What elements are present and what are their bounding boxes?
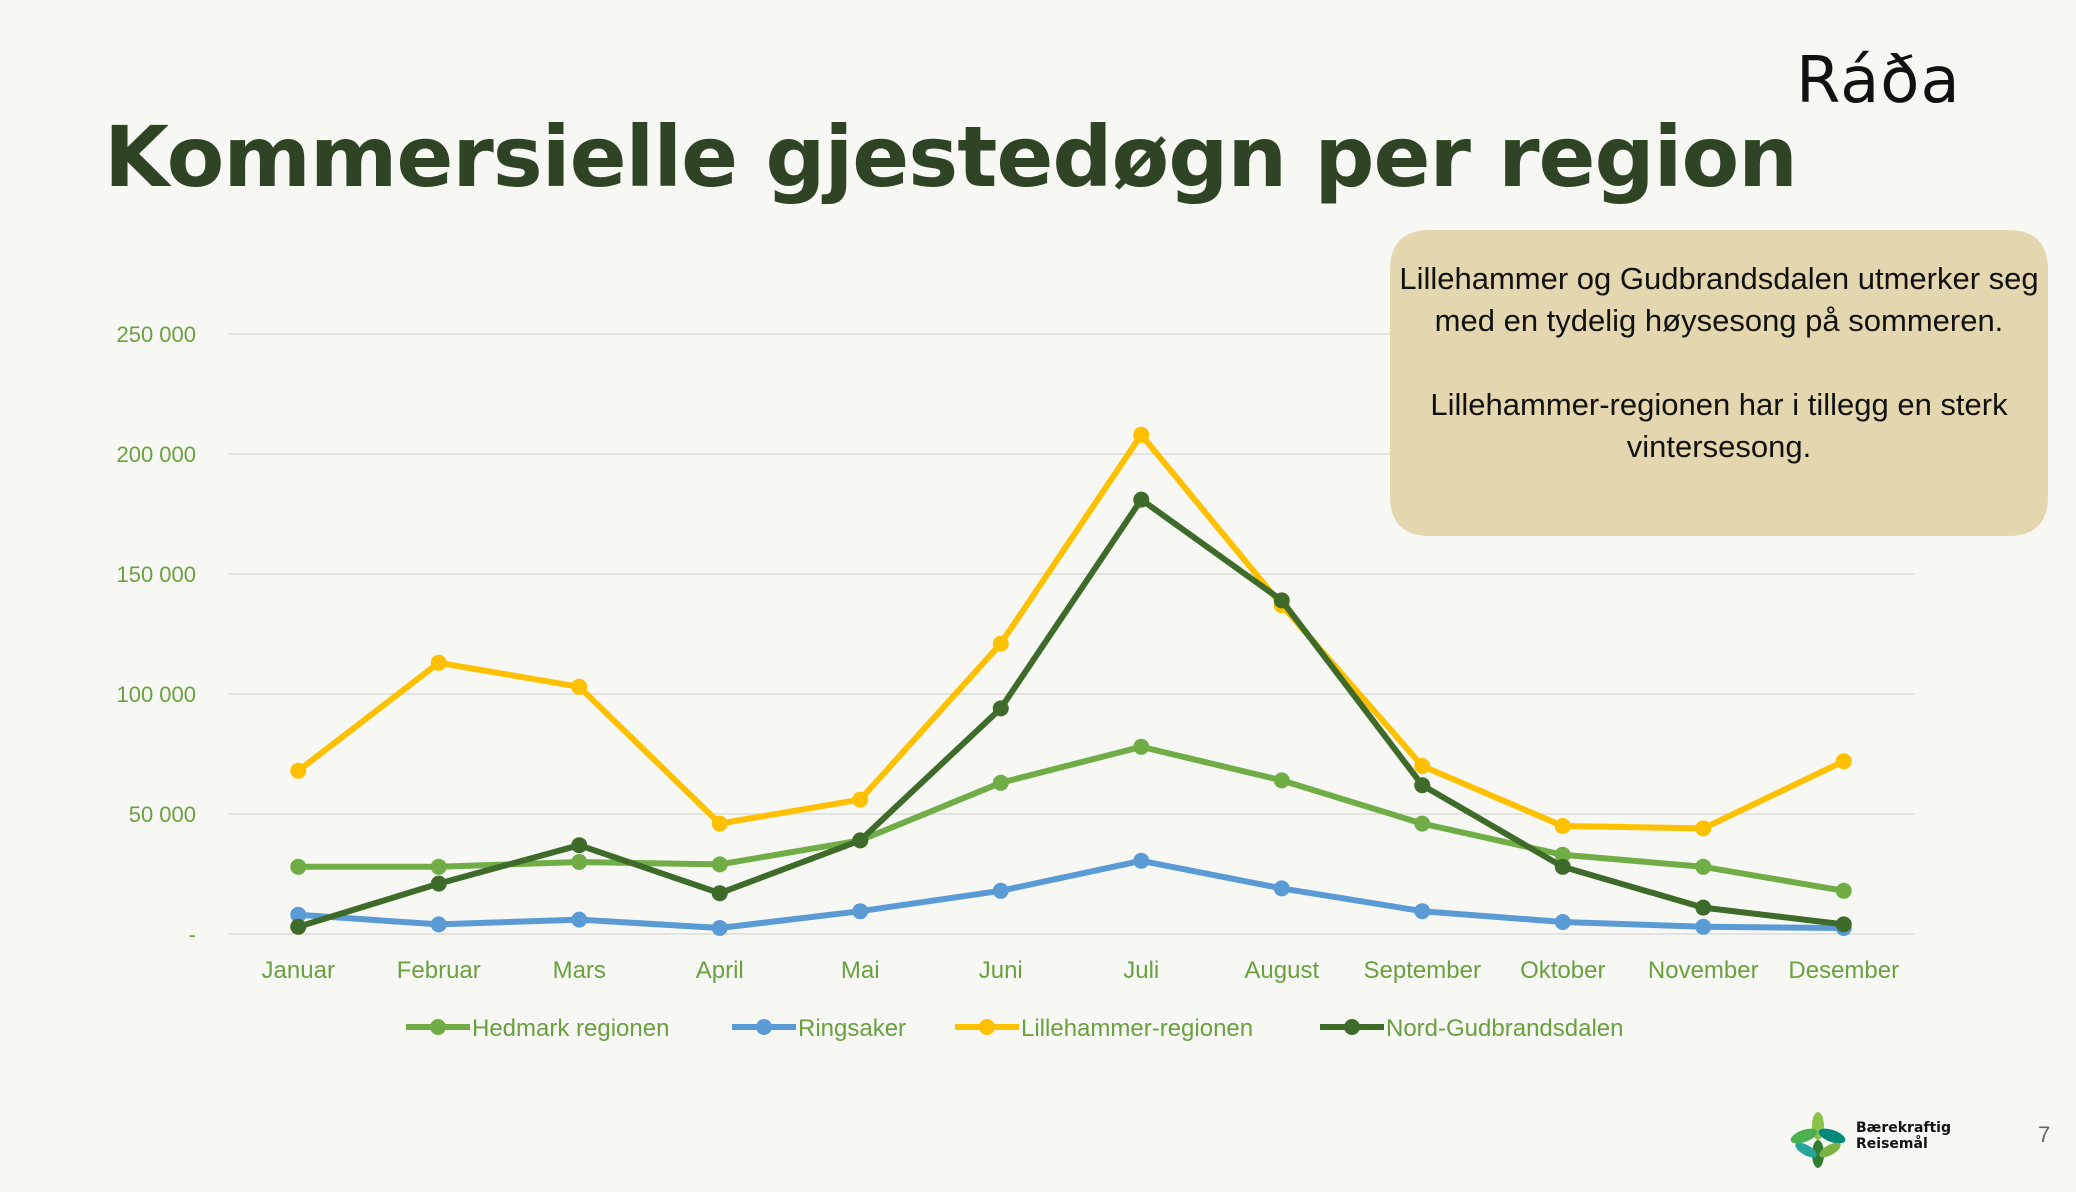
series-line <box>298 743 1845 894</box>
data-point <box>1414 758 1431 774</box>
data-point <box>1133 852 1150 869</box>
data-point <box>430 916 447 933</box>
data-point <box>852 832 869 849</box>
series-nord-gudbrandsdalen <box>290 491 1852 935</box>
x-tick-label: Oktober <box>1520 957 1605 984</box>
data-point <box>290 858 307 875</box>
callout-text: Lillehammer og Gudbrandsdalen utmerker s… <box>1390 258 2048 468</box>
legend-item: Hedmark regionen <box>406 1015 669 1042</box>
x-tick-label: Juni <box>979 957 1023 984</box>
data-point <box>992 635 1009 652</box>
data-point <box>1835 882 1852 899</box>
x-tick-label: Februar <box>397 957 481 984</box>
legend-item: Ringsaker <box>732 1015 906 1042</box>
data-point <box>711 815 728 832</box>
legend-label: Nord-Gudbrandsdalen <box>1386 1015 1623 1042</box>
data-point <box>430 875 447 892</box>
data-point <box>1414 777 1431 794</box>
data-point <box>430 654 447 671</box>
x-tick-label: November <box>1648 957 1759 984</box>
data-point <box>571 678 588 695</box>
y-tick-label: 150 000 <box>116 562 196 587</box>
data-point <box>571 911 588 928</box>
leaf-icon <box>1790 1112 1846 1168</box>
data-point <box>1133 738 1150 755</box>
y-tick-label: 250 000 <box>116 322 196 347</box>
legend-marker <box>756 1019 772 1035</box>
data-point <box>1835 916 1852 933</box>
data-point <box>1133 491 1150 508</box>
x-tick-label: August <box>1244 957 1319 984</box>
legend-item: Lillehammer-regionen <box>955 1015 1253 1042</box>
y-tick-label: 100 000 <box>116 682 196 707</box>
data-point <box>852 903 869 920</box>
legend-label: Lillehammer-regionen <box>1021 1015 1253 1042</box>
legend-marker <box>430 1019 446 1035</box>
legend-marker <box>979 1019 995 1035</box>
callout-bubble <box>1390 230 2048 536</box>
data-point <box>1414 815 1431 832</box>
y-tick-label: 50 000 <box>129 802 196 827</box>
data-point <box>1695 899 1712 916</box>
legend-label: Hedmark regionen <box>472 1015 669 1042</box>
data-point <box>1695 858 1712 875</box>
x-tick-label: Desember <box>1788 957 1899 984</box>
page-number: 7 <box>2038 1122 2051 1147</box>
x-tick-label: Mai <box>841 957 880 984</box>
data-point <box>571 837 588 854</box>
x-tick-label: Mars <box>553 957 606 984</box>
data-point <box>852 791 869 808</box>
data-point <box>992 700 1009 717</box>
x-tick-label: Januar <box>262 957 335 984</box>
data-point <box>1273 772 1290 789</box>
legend-item: Nord-Gudbrandsdalen <box>1320 1015 1623 1042</box>
data-point <box>1695 918 1712 935</box>
x-tick-label: September <box>1364 957 1481 984</box>
data-point <box>1554 914 1571 930</box>
y-axis-tick-labels: - 50 000 100 000 150 000 200 000 250 000 <box>116 322 196 947</box>
logo-line-1: Bærekraftig <box>1856 1120 1952 1136</box>
series-line <box>296 431 1846 832</box>
x-tick-label: Juli <box>1123 957 1159 984</box>
data-point <box>1554 818 1571 834</box>
page-title: Kommersielle gjestedøgn per region <box>104 108 1798 206</box>
logo-line-2: Reisemål <box>1856 1136 1928 1152</box>
chart-legend: Hedmark regionen Ringsaker Lillehammer-reg… <box>406 1015 1623 1042</box>
data-point <box>711 920 728 936</box>
data-point <box>290 906 307 923</box>
data-point <box>1554 858 1571 875</box>
callout-paragraph-2: Lillehammer-regionen har i tillegg en st… <box>1430 387 2008 464</box>
legend-label: Ringsaker <box>798 1015 906 1042</box>
series-ringsaker <box>290 852 1852 936</box>
y-tick-label: - <box>189 922 196 947</box>
series-line <box>298 857 1844 931</box>
data-point <box>711 885 728 902</box>
chart-series <box>290 426 1852 936</box>
data-point <box>290 762 307 779</box>
series-line <box>297 496 1845 930</box>
data-point <box>430 858 447 875</box>
callout-paragraph-1: Lillehammer og Gudbrandsdalen utmerker s… <box>1399 261 2039 338</box>
data-point <box>1414 903 1431 920</box>
data-point <box>992 774 1009 791</box>
x-tick-label: April <box>696 957 744 984</box>
data-point <box>1273 880 1290 897</box>
legend-marker <box>1344 1019 1360 1035</box>
data-point <box>1554 846 1571 863</box>
series-hedmark-regionen <box>290 738 1852 899</box>
data-point <box>290 918 307 935</box>
data-point <box>1695 820 1712 837</box>
data-point <box>992 882 1009 899</box>
data-point <box>711 856 728 873</box>
callout-shape <box>1390 230 2048 536</box>
data-point <box>1273 592 1290 609</box>
data-point <box>1835 753 1852 770</box>
footer-logo-text: Bærekraftig Reisemål <box>1856 1120 1951 1152</box>
brand-logo: Ráða <box>1796 44 1961 118</box>
data-point <box>1133 426 1150 443</box>
x-axis-tick-labels: Januar Februar Mars April Mai Juni Juli August S… <box>262 957 1900 984</box>
y-tick-label: 200 000 <box>116 442 196 467</box>
data-point <box>571 854 588 870</box>
